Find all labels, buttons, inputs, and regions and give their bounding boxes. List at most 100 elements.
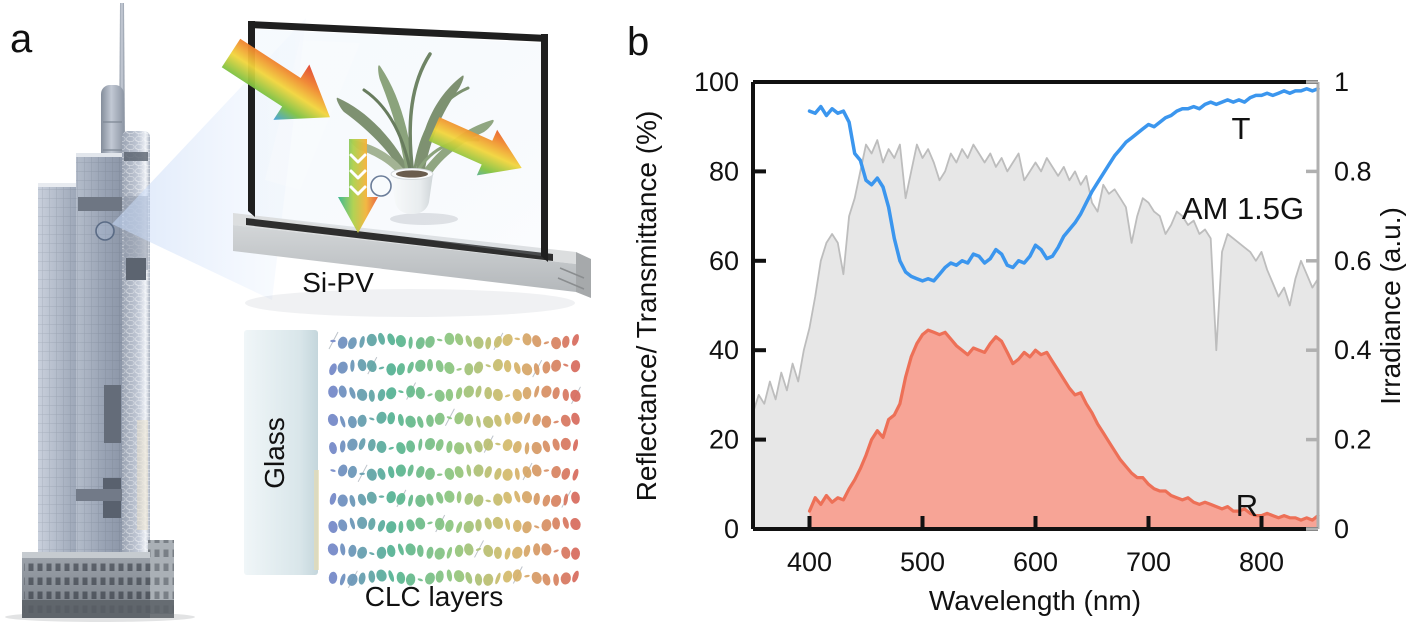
clc-molecule: [522, 333, 532, 346]
clc-molecule: [408, 494, 414, 507]
y-left-tick-label: 20: [709, 425, 739, 455]
clc-molecule: [454, 544, 464, 558]
clc-molecule: [542, 494, 551, 507]
clc-molecule: [427, 359, 433, 372]
clc-molecule: [484, 517, 492, 530]
clc-molecule: [492, 359, 503, 372]
y-left-axis-title: Reflectance/ Transmittance (%): [631, 111, 662, 502]
clc-molecule: [475, 519, 482, 532]
clc-molecule: [542, 361, 551, 374]
y-left-tick-label: 40: [709, 335, 739, 365]
clc-molecule: [485, 337, 492, 350]
clc-molecule: [570, 389, 581, 402]
clc-molecule: [494, 467, 502, 480]
clc-molecule-dash: [524, 574, 530, 578]
guided-light-down-arrow: [338, 139, 378, 233]
clc-molecule: [444, 332, 455, 345]
clc-molecule: [358, 438, 366, 450]
clc-molecule: [329, 442, 337, 455]
clc-molecule: [464, 413, 474, 427]
clc-molecule-dash: [378, 366, 385, 370]
clc-molecule: [454, 412, 464, 425]
clc-molecule: [386, 387, 397, 400]
clc-molecule: [406, 440, 416, 453]
clc-molecule: [367, 438, 376, 452]
clc-molecule: [562, 517, 569, 529]
clc-molecule-dash: [427, 393, 433, 397]
clc-molecule: [453, 442, 465, 455]
clc-molecule: [541, 519, 552, 532]
plant-leaf: [416, 75, 464, 176]
clc-molecule: [407, 464, 414, 477]
clc-molecule: [533, 363, 540, 376]
clc-molecule-dash: [330, 339, 336, 343]
clc-molecule: [465, 572, 473, 584]
clc-molecule: [466, 464, 472, 477]
clc-molecule: [572, 468, 579, 481]
clc-molecule: [366, 360, 377, 373]
clc-molecule: [339, 440, 346, 453]
clc-molecule: [523, 544, 531, 557]
clc-molecule: [424, 438, 436, 451]
clc-molecule: [570, 547, 581, 560]
y-left-tick-label: 0: [724, 514, 739, 544]
clc-molecule: [492, 516, 504, 529]
clc-molecule: [338, 519, 348, 532]
clc-molecule: [407, 361, 414, 374]
clc-molecule: [386, 363, 397, 376]
clc-molecule: [552, 517, 561, 530]
clc-molecule: [541, 385, 552, 398]
clc-molecule: [417, 544, 424, 557]
clc-molecule: [445, 519, 454, 532]
clc-molecule: [357, 493, 367, 506]
y-left-tick-label: 80: [709, 156, 739, 186]
am15g-curve: [752, 139, 1319, 414]
clc-molecule: [464, 543, 474, 556]
clc-molecule: [533, 492, 540, 506]
plant-leaf: [412, 86, 470, 177]
clc-molecule: [456, 521, 463, 533]
r-area: [809, 330, 1318, 529]
clc-molecule: [405, 543, 416, 556]
clc-molecule: [337, 464, 348, 477]
r-series-label: R: [1236, 488, 1258, 523]
clc-molecule-dash: [514, 337, 521, 341]
clc-molecule: [395, 334, 406, 348]
x-axis-title: Wavelength (nm): [929, 585, 1141, 616]
panel-a-label: a: [10, 17, 33, 61]
clc-molecule-dash: [495, 442, 501, 446]
clc-molecule: [347, 438, 358, 451]
clc-molecule: [387, 412, 396, 425]
building-left-slab: [38, 183, 78, 563]
clc-molecule: [328, 385, 338, 398]
plant-leaf: [336, 97, 412, 178]
clc-molecule: [349, 517, 356, 530]
down-arrow-chevrons: [349, 153, 367, 196]
window-frame: [248, 21, 548, 262]
clc-molecule: [396, 571, 406, 584]
clc-molecule: [493, 335, 502, 348]
y-right-tick-label: 0.8: [1334, 156, 1372, 186]
clc-molecule: [474, 440, 483, 453]
glass-slab-edge: [314, 470, 319, 570]
sunlight-transmitted-arrow: [428, 117, 522, 176]
building-mid-slab: [76, 153, 124, 563]
sill-shadow: [245, 289, 575, 317]
clc-molecule: [435, 439, 444, 451]
clc-molecule-dash: [485, 499, 491, 503]
clc-molecule: [570, 518, 581, 531]
glass-label: Glass: [259, 417, 290, 489]
clc-molecule-dash: [475, 547, 482, 551]
clc-molecule: [503, 360, 512, 373]
clc-molecule: [505, 518, 511, 530]
clc-molecule-dash: [543, 341, 550, 345]
clc-molecule: [561, 546, 571, 559]
clc-molecule: [473, 494, 484, 507]
clc-molecule: [550, 494, 562, 507]
clc-molecule: [483, 438, 494, 451]
clc-molecule: [434, 517, 445, 531]
clc-molecule: [465, 335, 473, 347]
clc-molecule: [434, 547, 445, 560]
am15g-series-label: AM 1.5G: [1182, 191, 1304, 226]
clc-molecule: [572, 570, 579, 583]
